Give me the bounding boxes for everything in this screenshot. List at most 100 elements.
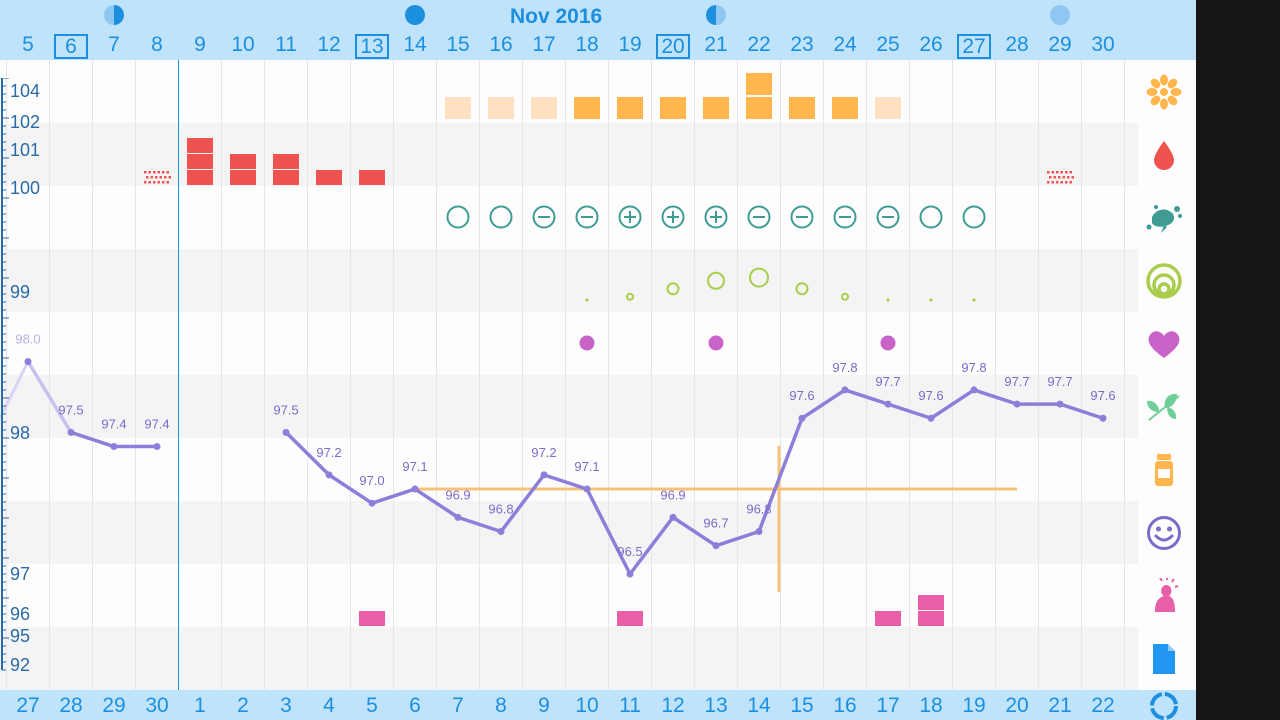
menstruation-mark: [359, 170, 385, 185]
cervix-mark: [707, 271, 725, 290]
header-day[interactable]: 24: [833, 33, 857, 56]
cervical-fluid-mark: [746, 73, 772, 95]
y-axis-label: 100: [10, 178, 41, 198]
smiley-icon[interactable]: [1138, 513, 1190, 553]
cycle-day-label: 19: [962, 694, 986, 717]
y-axis-ruler: [1, 78, 9, 671]
cycle-day-label: 27: [16, 694, 40, 717]
header-day[interactable]: 29: [1048, 33, 1072, 56]
header-day[interactable]: 25: [876, 33, 900, 56]
cycle-day-label: 14: [747, 694, 771, 717]
temp-point: [24, 358, 32, 366]
splash-icon[interactable]: [1138, 198, 1190, 238]
temp-line-segment: [284, 430, 331, 477]
test-negative-mark: [575, 205, 599, 229]
cervix-mark: [626, 292, 634, 301]
temp-point: [325, 471, 333, 479]
cycle-day-label: 9: [538, 694, 550, 717]
temp-point: [1056, 400, 1064, 408]
header-day[interactable]: 14: [403, 33, 427, 56]
header-day[interactable]: 26: [919, 33, 943, 56]
cycle-day-label: 7: [452, 694, 464, 717]
sun-icon[interactable]: [1138, 72, 1190, 112]
temp-point: [1013, 400, 1021, 408]
temp-label: 97.2: [316, 445, 341, 460]
header-day[interactable]: 12: [317, 33, 341, 56]
header-day[interactable]: 10: [231, 33, 255, 56]
temp-line-segment: [413, 487, 460, 520]
header-day[interactable]: 15: [446, 33, 470, 56]
cycle-day-label: 8: [495, 694, 507, 717]
calendar-header: Nov 2016 5 6 7 8 9 10 11 12 13 14 15 16 17 18 19 20 21 22…: [0, 0, 1196, 60]
temp-label: 97.5: [273, 402, 298, 417]
temp-line-segment: [929, 388, 976, 420]
temp-point: [927, 414, 935, 422]
header-day[interactable]: 7: [108, 33, 120, 56]
temp-label: 97.8: [832, 360, 857, 375]
header-day[interactable]: 21: [704, 33, 728, 56]
header-day[interactable]: 8: [151, 33, 163, 56]
temp-line-segment: [757, 416, 804, 534]
header-day[interactable]: 23: [790, 33, 814, 56]
header-day-week-start[interactable]: 13: [355, 34, 389, 59]
temp-point: [712, 542, 720, 550]
test-negative-mark: [532, 205, 556, 229]
symptom-mark: [918, 595, 944, 610]
cycle-icon[interactable]: [1138, 686, 1190, 720]
menstruation-mark: [187, 138, 213, 153]
chart-area[interactable]: 98.0 97.5 97.4 97.4 97.5 97.2 97.0 97.1 96.9 96.8…: [0, 60, 1138, 690]
y-axis-label: 95: [10, 626, 31, 646]
heart-icon[interactable]: [1138, 324, 1190, 364]
header-day[interactable]: 19: [618, 33, 642, 56]
fertility-chart-app: Nov 2016 5 6 7 8 9 10 11 12 13 14 15 16 17 18 19 20 21 22…: [0, 0, 1196, 720]
cycle-day-label: 29: [102, 694, 126, 717]
header-day[interactable]: 22: [747, 33, 771, 56]
cervical-fluid-mark: [531, 97, 557, 119]
menstruation-mark: [230, 170, 256, 185]
test-none-mark: [919, 205, 943, 229]
temp-line-segment: [456, 515, 503, 534]
header-day-week-start[interactable]: 6: [54, 34, 88, 59]
header-day[interactable]: 9: [194, 33, 206, 56]
test-none-mark: [962, 205, 986, 229]
cervical-fluid-mark: [832, 97, 858, 119]
moon-first-quarter-icon: [104, 5, 124, 25]
temp-line-segment: [585, 487, 632, 576]
cervix-mark: [749, 267, 769, 288]
header-day[interactable]: 5: [22, 33, 34, 56]
cycle-day-label: 10: [575, 694, 599, 717]
temp-label: 96.5: [617, 544, 642, 559]
header-day[interactable]: 30: [1091, 33, 1115, 56]
moon-new-icon: [1050, 5, 1070, 25]
cervix-rings-icon[interactable]: [1138, 261, 1190, 301]
header-day[interactable]: 11: [275, 33, 297, 56]
cycle-day-label: 20: [1005, 694, 1029, 717]
header-day[interactable]: 28: [1005, 33, 1029, 56]
temp-label: 98.0: [15, 332, 40, 347]
note-icon[interactable]: [1138, 639, 1190, 679]
leaf-icon[interactable]: [1138, 387, 1190, 427]
y-axis-label: 101: [10, 140, 41, 160]
temp-point: [67, 428, 75, 436]
symptom-person-icon[interactable]: [1138, 576, 1190, 616]
header-day[interactable]: 17: [532, 33, 556, 56]
temp-point: [1099, 414, 1107, 422]
temp-point: [583, 485, 591, 493]
temp-line-segment: [628, 515, 675, 576]
header-day-week-start[interactable]: 27: [957, 34, 991, 59]
header-day[interactable]: 18: [575, 33, 599, 56]
header-day[interactable]: 16: [489, 33, 513, 56]
pill-bottle-icon[interactable]: [1138, 450, 1190, 490]
temp-point: [841, 386, 849, 394]
temp-label: 96.8: [488, 502, 513, 517]
test-positive-mark: [618, 205, 642, 229]
cervical-fluid-mark: [445, 97, 471, 119]
data-entry-sidebar: [1138, 60, 1196, 720]
cervical-fluid-mark: [875, 97, 901, 119]
y-axis-label: 97: [10, 564, 31, 584]
cervical-fluid-mark: [660, 97, 686, 119]
temp-line-segment: [69, 430, 116, 449]
header-day-week-start[interactable]: 20: [656, 34, 690, 59]
blood-drop-icon[interactable]: [1138, 135, 1190, 175]
temp-line-segment: [972, 388, 1019, 406]
